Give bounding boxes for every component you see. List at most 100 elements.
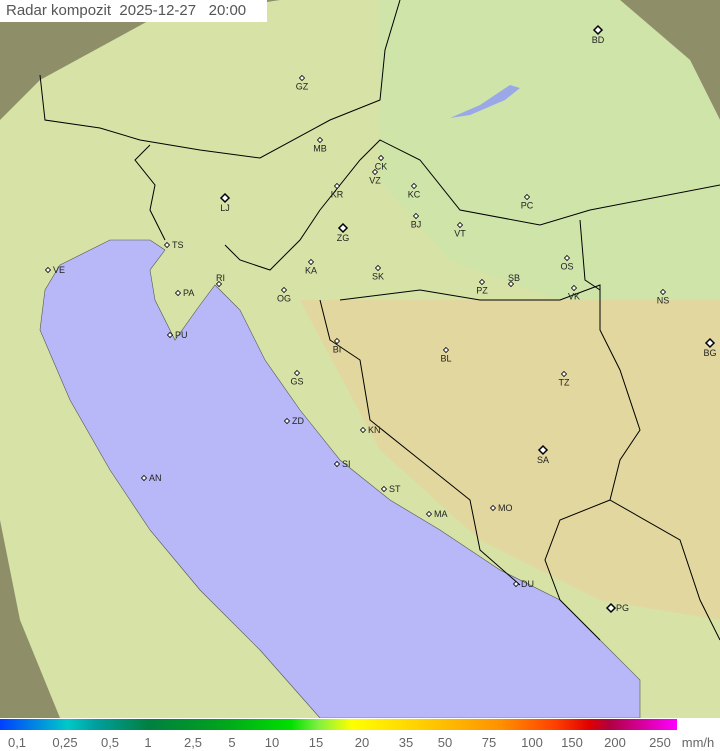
- city-marker-ri: [215, 280, 223, 288]
- map-title: Radar kompozit 2025-12-27 20:00: [0, 0, 267, 22]
- city-label-ri: RI: [216, 273, 225, 283]
- city-label-ma: MA: [434, 509, 448, 519]
- city-label-tz: TZ: [559, 378, 570, 388]
- city-label-pg: PG: [616, 603, 629, 613]
- legend-tick: 15: [308, 735, 324, 750]
- city-label-mb: MB: [313, 144, 327, 154]
- precipitation-color-scale: [0, 719, 677, 730]
- legend-tick: 0,1: [7, 735, 27, 750]
- city-marker-bg: [704, 337, 716, 349]
- legend-tick: 20: [354, 735, 370, 750]
- legend-tick: 50: [437, 735, 453, 750]
- city-label-ka: KA: [305, 266, 317, 276]
- city-label-vt: VT: [454, 229, 466, 239]
- city-label-pa: PA: [183, 288, 194, 298]
- city-marker-pc: [523, 193, 531, 201]
- city-label-bg: BG: [703, 348, 716, 358]
- legend-unit: mm/h: [681, 735, 715, 750]
- radar-map[interactable]: GZ BD MB CK VZ KR KC PC LJ BJ VT ZG TS VE KA SK OS RI PZ SB…: [0, 0, 720, 718]
- city-marker-ck: [377, 154, 385, 162]
- adriatic-sea: [39, 239, 641, 718]
- city-marker-ma: [425, 510, 433, 518]
- city-marker-zd: [283, 417, 291, 425]
- city-label-zd: ZD: [292, 416, 304, 426]
- city-marker-pz: [478, 278, 486, 286]
- city-label-vz: VZ: [369, 176, 381, 186]
- legend-tick: 150: [561, 735, 583, 750]
- legend-tick: 100: [521, 735, 543, 750]
- city-marker-bi: [333, 337, 341, 345]
- city-marker-ts: [163, 241, 171, 249]
- city-marker-ve: [44, 266, 52, 274]
- city-label-bi: BI: [333, 345, 342, 355]
- city-marker-du: [512, 580, 520, 588]
- legend-tick: 2,5: [183, 735, 203, 750]
- legend-tick: 200: [604, 735, 626, 750]
- legend-tick: 35: [398, 735, 414, 750]
- city-label-ts: TS: [172, 240, 184, 250]
- city-label-kn: KN: [368, 425, 381, 435]
- city-marker-tz: [560, 370, 568, 378]
- city-marker-og: [280, 286, 288, 294]
- city-label-st: ST: [389, 484, 401, 494]
- country-borders: [39, 0, 720, 641]
- city-marker-si: [333, 460, 341, 468]
- city-marker-pa: [174, 289, 182, 297]
- city-label-mo: MO: [498, 503, 513, 513]
- city-marker-mb: [316, 136, 324, 144]
- city-label-os: OS: [560, 262, 573, 272]
- city-marker-ka: [307, 258, 315, 266]
- terrain-balkans: [300, 300, 720, 620]
- city-marker-ns: [659, 288, 667, 296]
- city-marker-os: [563, 254, 571, 262]
- city-label-kc: KC: [408, 190, 421, 200]
- city-marker-kr: [333, 182, 341, 190]
- city-marker-gz: [298, 74, 306, 82]
- city-marker-vt: [456, 221, 464, 229]
- city-markers: GZ BD MB CK VZ KR KC PC LJ BJ VT ZG TS VE KA SK OS RI PZ SB…: [44, 24, 717, 614]
- legend-tick: 10: [264, 735, 280, 750]
- city-label-ns: NS: [657, 296, 670, 306]
- city-marker-mo: [489, 504, 497, 512]
- city-marker-zg: [337, 222, 349, 234]
- legend-tick: 1: [144, 735, 152, 750]
- city-label-lj: LJ: [220, 203, 230, 213]
- city-marker-sa: [537, 444, 549, 456]
- city-label-zg: ZG: [337, 233, 350, 243]
- city-marker-bj: [412, 212, 420, 220]
- city-marker-vk: [570, 284, 578, 292]
- lake-balaton: [450, 85, 520, 118]
- city-marker-kc: [410, 182, 418, 190]
- terrain-east: [380, 0, 720, 300]
- city-marker-sb: [507, 280, 515, 288]
- city-marker-pg: [605, 602, 617, 614]
- city-label-gs: GS: [290, 377, 303, 387]
- city-marker-bd: [592, 24, 604, 36]
- legend-ticks: 0,1 0,25 0,5 1 2,5 5 10 15 20 35 50 75 100 150 200 250 m…: [0, 735, 720, 751]
- city-marker-sk: [374, 264, 382, 272]
- city-label-si: SI: [342, 459, 351, 469]
- city-marker-gs: [293, 369, 301, 377]
- city-marker-pu: [166, 331, 174, 339]
- legend-tick: 75: [481, 735, 497, 750]
- city-marker-bl: [442, 346, 450, 354]
- city-label-pz: PZ: [476, 286, 488, 296]
- city-label-du: DU: [521, 579, 534, 589]
- city-label-sa: SA: [537, 455, 549, 465]
- city-label-an: AN: [149, 473, 162, 483]
- city-marker-lj: [219, 192, 231, 204]
- city-marker-an: [140, 474, 148, 482]
- legend-tick: 250: [649, 735, 671, 750]
- city-label-pc: PC: [521, 201, 534, 211]
- city-marker-kn: [359, 426, 367, 434]
- city-label-pu: PU: [175, 330, 188, 340]
- city-marker-vz: [371, 168, 379, 176]
- city-label-kr: KR: [331, 190, 344, 200]
- city-label-bd: BD: [592, 35, 605, 45]
- city-label-ve: VE: [53, 265, 65, 275]
- city-label-vk: VK: [568, 292, 580, 302]
- legend-tick: 5: [228, 735, 236, 750]
- city-label-bj: BJ: [411, 220, 422, 230]
- city-label-sk: SK: [372, 272, 384, 282]
- city-label-ck: CK: [375, 162, 388, 172]
